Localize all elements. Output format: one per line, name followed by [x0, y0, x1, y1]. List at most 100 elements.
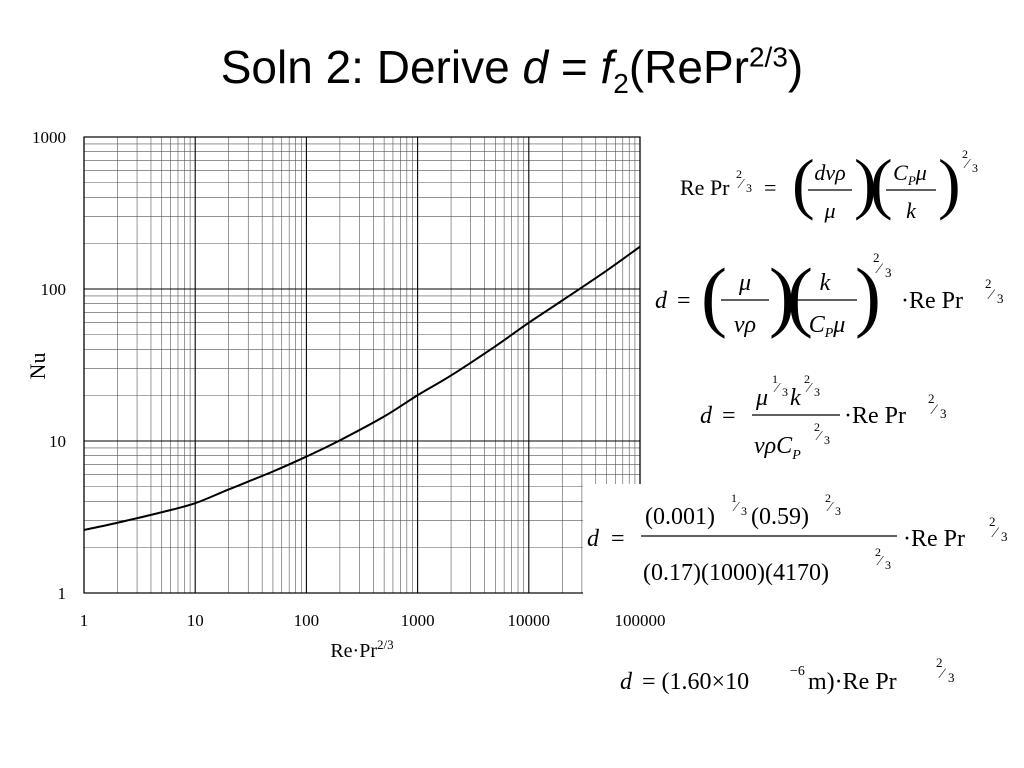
svg-text:3: 3 — [741, 504, 747, 518]
svg-text:⁄: ⁄ — [987, 287, 996, 303]
title-arg-sup: 2/3 — [748, 41, 788, 73]
svg-text:): ) — [938, 145, 961, 221]
svg-text:⁄: ⁄ — [875, 261, 884, 277]
svg-text:= (1.60×10: = (1.60×10 — [642, 669, 749, 695]
svg-text:3: 3 — [814, 385, 820, 399]
svg-text:d: d — [587, 526, 600, 552]
title-prefix: Soln 2: Derive — [220, 41, 523, 93]
svg-text:Re Pr: Re Pr — [680, 175, 730, 200]
svg-text:2: 2 — [962, 147, 968, 161]
svg-text:⁄: ⁄ — [963, 157, 971, 172]
svg-text:⁄: ⁄ — [815, 429, 823, 444]
x-axis-label: Re·Pr2/3 — [330, 637, 393, 662]
equation-2: d = ( μ vρ ) ( k CPμ ) 2⁄ 3 ·Re Pr 2⁄ 3 — [655, 250, 1004, 341]
svg-text:⁄: ⁄ — [991, 525, 1000, 541]
svg-text:d: d — [700, 403, 713, 429]
svg-text:1: 1 — [772, 372, 778, 386]
equation-4-background — [583, 484, 1024, 602]
y-tick-label: 100 — [41, 280, 67, 299]
svg-text:d: d — [620, 669, 633, 695]
x-tick-label: 1 — [80, 611, 89, 630]
y-tick-labels: 1 10 100 1000 — [32, 128, 66, 603]
svg-text:2: 2 — [873, 250, 880, 265]
svg-text:⁄: ⁄ — [737, 177, 745, 192]
title-eq: = — [548, 41, 601, 93]
svg-text:μ: μ — [738, 270, 751, 296]
x-tick-label: 10000 — [508, 611, 551, 630]
svg-text:⁄: ⁄ — [938, 666, 947, 682]
svg-text:d: d — [655, 288, 668, 314]
x-tick-labels: 1 10 100 1000 10000 100000 — [80, 611, 666, 630]
svg-text:2: 2 — [736, 167, 742, 181]
grid-major — [83, 136, 641, 594]
svg-text:⁄: ⁄ — [773, 381, 781, 396]
svg-text:⁄: ⁄ — [930, 402, 939, 418]
svg-text:3: 3 — [782, 385, 788, 399]
y-tick-label: 1 — [58, 584, 67, 603]
svg-text:m)·Re Pr: m)·Re Pr — [808, 669, 897, 695]
series-line — [83, 245, 641, 531]
svg-text:·Re Pr: ·Re Pr — [844, 403, 906, 429]
svg-text:3: 3 — [885, 558, 891, 572]
svg-text:3: 3 — [940, 406, 947, 421]
svg-text:=: = — [722, 403, 736, 429]
svg-text:2: 2 — [985, 276, 992, 291]
svg-text:μ: μ — [755, 385, 768, 411]
title-func-sub: 2 — [613, 68, 629, 100]
equation-5: d = (1.60×10 −6 m)·Re Pr 2⁄ 3 — [620, 655, 955, 695]
equation-4: d = (0.001) 1⁄ 3 (0.59) 2⁄ 3 (0.17)(1000)(… — [587, 491, 1008, 586]
svg-text:μ: μ — [823, 198, 835, 223]
svg-text:3: 3 — [835, 504, 841, 518]
x-tick-label: 10 — [187, 611, 204, 630]
grid-minor — [84, 137, 640, 593]
svg-text:): ) — [854, 145, 877, 221]
svg-text:−6: −6 — [790, 664, 805, 679]
title-var: d — [522, 41, 549, 93]
svg-text:(0.59): (0.59) — [751, 504, 809, 530]
svg-text:⁄: ⁄ — [826, 500, 834, 515]
svg-text:⁄: ⁄ — [876, 554, 884, 569]
slide-title: Soln 2: Derive d = f2(RePr2/3) — [0, 40, 1024, 100]
svg-text:=: = — [611, 526, 625, 552]
svg-text:k: k — [790, 385, 801, 411]
svg-text:vρ: vρ — [734, 312, 756, 338]
svg-text:=: = — [764, 175, 776, 200]
svg-text:2: 2 — [989, 514, 996, 529]
svg-text:3: 3 — [948, 670, 955, 685]
svg-text:·Re Pr: ·Re Pr — [903, 526, 965, 552]
equation-1: Re Pr 2⁄ 3 = ( dvρ μ ) ( CPμ k ) 2⁄ 3 — [680, 145, 978, 223]
svg-text:=: = — [677, 288, 691, 314]
svg-text:dvρ: dvρ — [814, 160, 845, 185]
title-arg: (RePr — [628, 41, 749, 93]
svg-text:3: 3 — [972, 161, 978, 175]
svg-text:⁄: ⁄ — [732, 500, 740, 515]
svg-text:2: 2 — [928, 391, 935, 406]
svg-text:3: 3 — [824, 433, 830, 447]
svg-text:k: k — [906, 198, 917, 223]
svg-text:3: 3 — [746, 181, 752, 195]
svg-text:2: 2 — [936, 655, 943, 670]
svg-text:⁄: ⁄ — [805, 381, 813, 396]
y-tick-label: 1000 — [32, 128, 66, 147]
svg-text:·Re Pr: ·Re Pr — [901, 288, 963, 314]
svg-text:(: ( — [792, 145, 815, 221]
svg-text:): ) — [769, 252, 795, 339]
plot-frame — [83, 136, 641, 594]
svg-text:(0.001): (0.001) — [645, 504, 715, 530]
svg-text:(: ( — [870, 145, 893, 221]
equation-3: d = μ 1⁄ 3 k 2⁄ 3 vρCP 2⁄ 3 ·Re Pr 2⁄ 3 — [700, 372, 947, 463]
svg-text:CPμ: CPμ — [893, 160, 927, 188]
y-tick-label: 10 — [49, 432, 66, 451]
y-axis-label: Nu — [25, 353, 50, 380]
svg-text:k: k — [820, 270, 831, 296]
svg-text:2: 2 — [875, 545, 881, 559]
svg-text:3: 3 — [1001, 529, 1008, 544]
svg-text:(: ( — [787, 252, 813, 339]
svg-text:(: ( — [701, 252, 727, 339]
svg-text:2: 2 — [825, 491, 831, 505]
title-close: ) — [787, 41, 804, 93]
svg-text:2: 2 — [804, 372, 810, 386]
x-tick-label: 100000 — [615, 611, 666, 630]
x-tick-label: 100 — [294, 611, 320, 630]
